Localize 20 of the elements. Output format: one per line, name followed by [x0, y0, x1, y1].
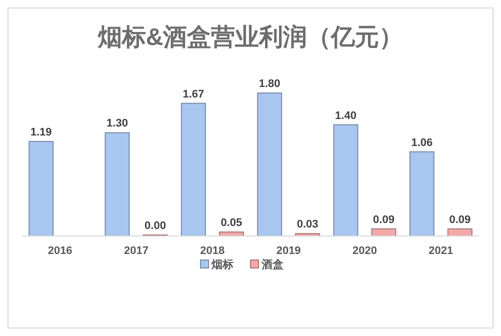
data-label: 1.19	[30, 126, 52, 138]
x-tick-label: 2016	[48, 245, 72, 257]
data-label: 1.06	[411, 136, 433, 149]
x-tick-label: 2018	[200, 245, 225, 257]
legend-label: 酒盒	[260, 258, 284, 271]
x-tick-label: 2017	[124, 245, 148, 257]
data-label: 0.09	[373, 214, 394, 226]
data-label: 0.05	[220, 217, 242, 230]
data-label: 1.80	[258, 78, 280, 90]
data-label: 1.67	[182, 88, 204, 100]
x-tick-label: 2021	[428, 245, 454, 257]
title: 烟标&酒盒营业利润（亿元）	[98, 24, 404, 51]
x-tick-label: 2019	[276, 245, 301, 257]
data-label: 1.30	[106, 118, 128, 130]
data-label: 0.09	[449, 214, 471, 226]
data-label: 1.40	[335, 110, 356, 122]
data-label: 0.00	[144, 220, 166, 232]
x-tick-label: 2020	[352, 245, 377, 257]
data-label: 0.03	[296, 218, 318, 231]
legend-label: 烟标	[210, 258, 234, 271]
